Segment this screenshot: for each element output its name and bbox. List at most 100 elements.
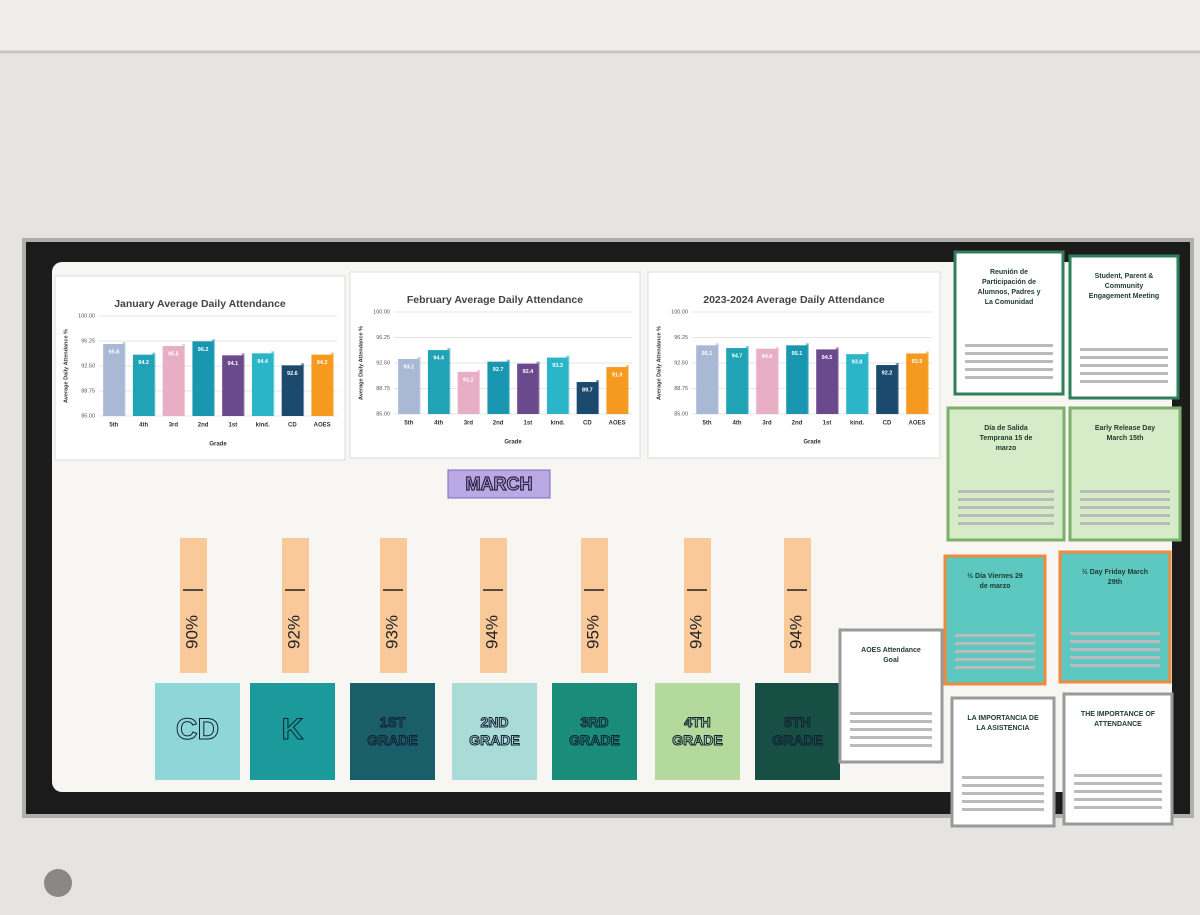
flyer-text-line (1074, 782, 1162, 785)
flyer-title: Student, Parent & Community Engagement Mee… (1089, 273, 1159, 300)
goal-strip (380, 538, 407, 673)
flyer-text-line (958, 514, 1054, 517)
y-tick-label: 96.25 (376, 335, 390, 341)
goal-percent: 94% (786, 615, 805, 649)
y-tick-label: 85.00 (674, 411, 688, 417)
bar (576, 382, 599, 414)
bar (457, 371, 480, 414)
flyer-title: LA IMPORTANCIA DE LA ASISTENCIA (967, 715, 1039, 732)
y-tick-label: 88.75 (674, 386, 688, 392)
flyer-text-line (1080, 364, 1168, 367)
x-tick-label: 5th (703, 421, 712, 427)
door-knob (44, 869, 72, 897)
y-tick-label: 88.75 (81, 388, 95, 394)
flyer-text-line (1080, 380, 1168, 383)
value-label: 89.7 (582, 387, 593, 393)
grade-label: 3RD GRADE (569, 714, 620, 748)
x-tick-label: 5th (404, 421, 413, 427)
x-axis-label: Grade (209, 442, 227, 448)
bar (517, 363, 539, 414)
bar (222, 355, 244, 416)
value-label: 93.8 (852, 360, 863, 366)
value-label: 92.6 (287, 371, 298, 377)
flyer-text-line (1080, 348, 1168, 351)
flyer-text-line (958, 490, 1054, 493)
grade-label: 1ST GRADE (367, 714, 418, 748)
goal-strip (480, 538, 507, 673)
flyer-text-line (962, 800, 1044, 803)
bar (726, 348, 748, 414)
goal-percent: 94% (686, 615, 705, 649)
flyer-text-line (1080, 490, 1170, 493)
flyer-text-line (955, 642, 1035, 645)
x-tick-label: 4th (434, 421, 443, 427)
x-tick-label: 1st (524, 421, 533, 427)
flyer-title: THE IMPORTANCE OF ATTENDANCE (1081, 711, 1156, 728)
flyer (946, 406, 1066, 542)
bar (846, 354, 868, 414)
goal-strip (784, 538, 811, 673)
flyer-text-line (1074, 806, 1162, 809)
value-label: 94.4 (433, 356, 445, 362)
bar (816, 349, 838, 414)
y-tick-label: 88.75 (376, 386, 390, 392)
flyer-title: Early Release Day March 15th (1095, 425, 1155, 442)
x-tick-label: 2nd (792, 421, 803, 427)
flyer-title: ½ Día Viernes 29 de marzo (967, 572, 1023, 590)
y-tick-label: 92.50 (376, 360, 390, 366)
flyer-text-line (1080, 498, 1170, 501)
y-tick-label: 92.50 (81, 363, 95, 369)
x-tick-label: kind. (551, 421, 565, 427)
flyer-text-line (850, 736, 932, 739)
x-tick-label: 4th (139, 423, 148, 429)
flyer-text-line (965, 368, 1053, 371)
grade-label: 2ND GRADE (469, 714, 520, 748)
bar (398, 358, 420, 414)
value-label: 94.6 (762, 354, 773, 360)
value-label: 95.5 (168, 351, 179, 357)
y-tick-label: 85.00 (376, 411, 390, 417)
flyer (943, 554, 1047, 686)
bar (546, 357, 569, 414)
goal-percent: 95% (583, 615, 602, 649)
value-label: 94.1 (228, 361, 239, 367)
grade-card (155, 683, 240, 780)
x-tick-label: 2nd (493, 421, 504, 427)
chart-title: 2023-2024 Average Daily Attendance (703, 294, 885, 306)
flyer-text-line (1080, 506, 1170, 509)
bar (192, 341, 214, 416)
flyer-text-line (958, 506, 1054, 509)
flyer-text-line (1080, 356, 1168, 359)
value-label: 94.2 (317, 360, 328, 366)
x-tick-label: 3rd (464, 421, 474, 427)
flyer-text-line (965, 376, 1053, 379)
x-axis-label: Grade (803, 440, 821, 446)
bar (132, 354, 155, 416)
bar (281, 365, 304, 416)
grade-card (452, 683, 537, 780)
goal-strip (282, 538, 309, 673)
x-tick-label: 3rd (169, 423, 179, 429)
value-label: 94.5 (822, 355, 833, 361)
value-label: 93.3 (552, 363, 563, 369)
y-tick-label: 100.00 (671, 309, 688, 315)
flyer-text-line (1080, 372, 1168, 375)
y-tick-label: 100.00 (78, 313, 95, 319)
flyer-text-line (1070, 648, 1160, 651)
x-tick-label: 1st (823, 421, 832, 427)
flyer-text-line (958, 522, 1054, 525)
flyer-text-line (1070, 664, 1160, 667)
flyer-title: ½ Day Friday March 29th (1082, 568, 1148, 586)
bar (251, 353, 274, 416)
value-label: 92.2 (882, 370, 893, 376)
grade-card (655, 683, 740, 780)
flyer-text-line (955, 634, 1035, 637)
x-tick-label: AOES (609, 421, 626, 427)
flyer-text-line (962, 808, 1044, 811)
flyer-title: Día de Salida Temprana 15 de marzo (980, 425, 1033, 452)
value-label: 92.7 (493, 367, 504, 373)
goal-percent: 93% (382, 615, 401, 649)
bar (876, 365, 898, 414)
y-tick-label: 100.00 (373, 309, 390, 315)
flyer (1062, 692, 1174, 826)
